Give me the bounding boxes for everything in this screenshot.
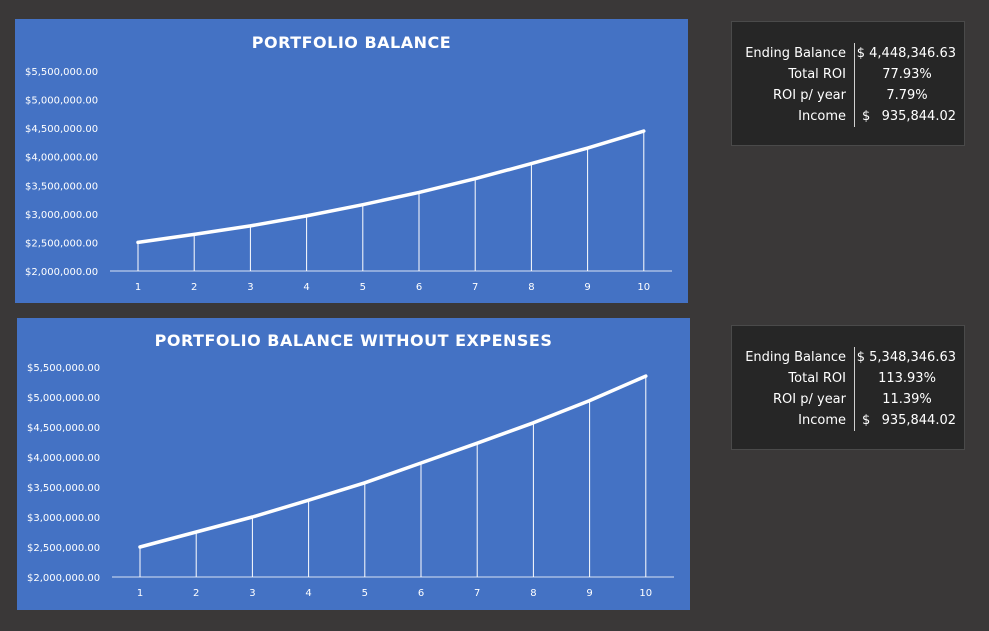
stats-row: Ending Balance $ 4,448,346.63	[732, 43, 964, 64]
y-tick-label: $2,500,000.00	[27, 543, 100, 554]
stats-value: 77.93%	[882, 67, 932, 82]
y-tick-label: $4,000,000.00	[27, 453, 100, 464]
series-line	[136, 129, 646, 245]
stats-value: 113.93%	[878, 371, 936, 386]
x-tick-label: 8	[530, 588, 536, 599]
stats-value: 11.39%	[882, 392, 932, 407]
stats-label: Total ROI	[788, 67, 846, 82]
y-tick-label: $3,000,000.00	[25, 210, 98, 221]
column-divider	[854, 368, 855, 389]
column-divider	[854, 347, 855, 368]
stats-row: Total ROI 77.93%	[732, 64, 964, 85]
x-tick-label: 5	[362, 588, 368, 599]
y-tick-label: $4,500,000.00	[27, 423, 100, 434]
y-tick-label: $2,000,000.00	[27, 573, 100, 584]
y-tick-label: $5,500,000.00	[27, 363, 100, 374]
summary-table: Ending Balance $ 4,448,346.63 Total ROI …	[731, 21, 965, 146]
y-tick-label: $2,500,000.00	[25, 238, 98, 249]
x-tick-label: 3	[249, 588, 255, 599]
x-tick-label: 7	[472, 282, 478, 293]
stats-row: Ending Balance $ 5,348,346.63	[732, 347, 964, 368]
y-tick-label: $5,500,000.00	[25, 67, 98, 78]
x-tick-label: 6	[418, 588, 424, 599]
x-tick-label: 6	[416, 282, 422, 293]
stats-value: 935,844.02	[881, 109, 956, 124]
column-divider	[854, 410, 855, 431]
y-tick-label: $5,000,000.00	[27, 393, 100, 404]
y-tick-label: $3,500,000.00	[25, 181, 98, 192]
stats-row: Income $ 935,844.02	[732, 106, 964, 127]
column-divider	[854, 106, 855, 127]
stats-label: Total ROI	[788, 371, 846, 386]
chart-title: PORTFOLIO BALANCE WITHOUT EXPENSES	[154, 331, 553, 350]
stats-label: Ending Balance	[745, 350, 846, 365]
x-tick-label: 9	[584, 282, 590, 293]
x-tick-label: 1	[137, 588, 143, 599]
portfolio-balance-chart: PORTFOLIO BALANCE $2,000,000.00 $2,500,00…	[15, 19, 688, 303]
stats-label: Income	[798, 413, 846, 428]
portfolio-balance-without-expenses-chart: PORTFOLIO BALANCE WITHOUT EXPENSES $2,00…	[17, 318, 690, 610]
summary-table-without-expenses: Ending Balance $ 5,348,346.63 Total ROI …	[731, 325, 965, 450]
stats-row: ROI p/ year 11.39%	[732, 389, 964, 410]
stats-label: ROI p/ year	[773, 88, 846, 103]
chart-plot: $2,000,000.00 $2,500,000.00 $3,000,000.00 $…	[25, 67, 672, 293]
stats-label: Ending Balance	[745, 46, 846, 61]
x-tick-label: 9	[586, 588, 592, 599]
stats-value: $ 4,448,346.63	[856, 46, 956, 61]
stats-label: Income	[798, 109, 846, 124]
column-divider	[854, 43, 855, 64]
x-tick-label: 4	[305, 588, 311, 599]
stats-row: Total ROI 113.93%	[732, 368, 964, 389]
x-tick-label: 7	[474, 588, 480, 599]
stats-value: 7.79%	[886, 88, 928, 103]
column-divider	[854, 389, 855, 410]
stats-value: $ 5,348,346.63	[856, 350, 956, 365]
y-tick-label: $4,500,000.00	[25, 124, 98, 135]
x-tick-label: 2	[193, 588, 199, 599]
series-line	[138, 374, 648, 549]
y-tick-label: $2,000,000.00	[25, 267, 98, 278]
chart-title: PORTFOLIO BALANCE	[251, 33, 452, 52]
y-tick-label: $4,000,000.00	[25, 153, 98, 164]
y-tick-label: $3,500,000.00	[27, 483, 100, 494]
x-tick-label: 10	[637, 282, 650, 293]
stats-row: Income $ 935,844.02	[732, 410, 964, 431]
stats-label: ROI p/ year	[773, 392, 846, 407]
chart-plot: $2,000,000.00 $2,500,000.00 $3,000,000.00 $…	[27, 363, 674, 599]
stats-value: 935,844.02	[881, 413, 956, 428]
x-tick-label: 2	[191, 282, 197, 293]
x-tick-label: 10	[639, 588, 652, 599]
x-tick-label: 4	[303, 282, 309, 293]
currency-symbol: $	[862, 109, 871, 124]
x-tick-label: 5	[360, 282, 366, 293]
currency-symbol: $	[862, 413, 871, 428]
y-tick-label: $5,000,000.00	[25, 96, 98, 107]
stats-row: ROI p/ year 7.79%	[732, 85, 964, 106]
x-tick-label: 1	[135, 282, 141, 293]
column-divider	[854, 64, 855, 85]
y-tick-label: $3,000,000.00	[27, 513, 100, 524]
x-tick-label: 3	[247, 282, 253, 293]
x-tick-label: 8	[528, 282, 534, 293]
column-divider	[854, 85, 855, 106]
